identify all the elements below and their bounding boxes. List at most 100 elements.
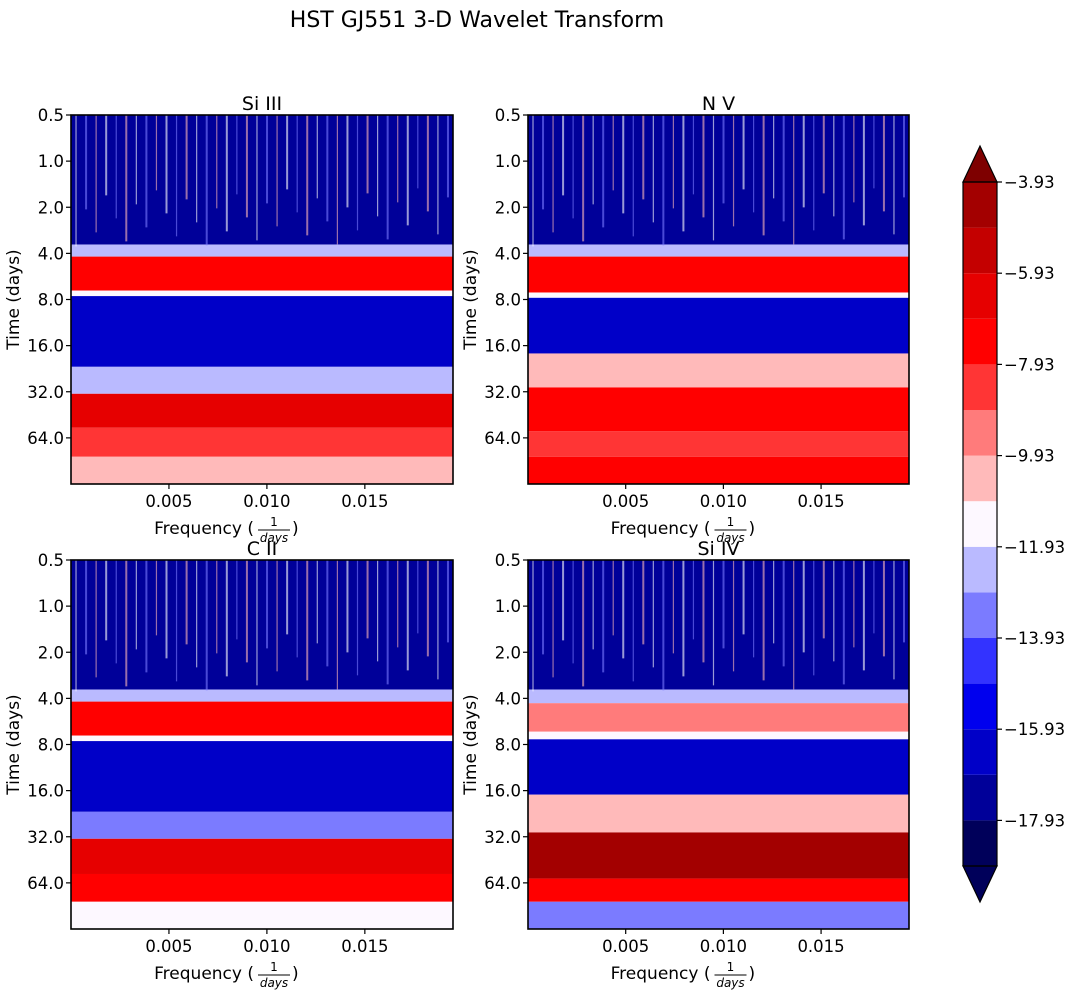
y-tick-label: 1.0 [38,152,64,171]
heatmap-band [71,256,453,291]
heatmap-band [71,560,453,690]
x-tick-label: 0.010 [700,492,747,511]
x-tick-label: 0.005 [145,492,192,511]
y-tick-label: 32.0 [484,383,521,402]
y-tick-label: 2.0 [495,643,521,662]
y-tick-label: 1.0 [495,152,521,171]
heatmap-band [71,901,453,929]
x-axis-label-denominator: days [716,976,744,990]
colorbar-tick-label: −17.93 [1004,811,1065,830]
x-axis-label-numerator: 1 [727,515,735,529]
x-axis-label-denominator: days [260,976,288,990]
heatmap-field [71,560,453,929]
colorbar-segment [963,273,997,319]
x-tick-label: 0.015 [341,492,388,511]
heatmap-band [528,878,909,902]
y-tick-label: 0.5 [38,551,64,570]
heatmap-band [528,456,909,484]
heatmap-band [528,353,909,388]
y-tick-label: 64.0 [484,874,521,893]
heatmap-band [528,256,909,293]
colorbar-tick-label: −7.93 [1004,355,1055,374]
x-axis-label-close: ) [292,964,299,984]
y-tick-label: 16.0 [484,337,521,356]
x-tick-label: 0.010 [700,937,747,956]
panel-title: Si IV [698,538,740,560]
heatmap-field [528,115,909,484]
panel-title: Si III [242,93,282,115]
x-axis-label-close: ) [292,519,299,539]
heatmap-field [71,115,453,484]
heatmap-band [528,560,909,690]
heatmap-band [528,832,909,879]
x-tick-label: 0.015 [797,937,844,956]
colorbar-segment [963,546,997,593]
x-axis-label-close: ) [749,519,756,539]
y-tick-label: 8.0 [495,291,521,310]
colorbar-segment [963,683,997,730]
colorbar-tick-label: −5.93 [1004,264,1055,283]
colorbar-segment [963,182,997,228]
x-tick-label: 0.005 [145,937,192,956]
y-axis-label: Time (days) [4,694,24,795]
x-tick-label: 0.005 [602,492,649,511]
figure-title: HST GJ551 3-D Wavelet Transform [290,8,664,33]
heatmap-band [528,689,909,704]
x-tick-label: 0.010 [243,492,290,511]
panel-title: N V [702,93,735,115]
heatmap-band [71,811,453,839]
colorbar-tick-label: −9.93 [1004,447,1055,466]
colorbar: −17.93 −15.93 −13.93 −11.93 −9.93 −7.93 −5.93 −… [962,144,1065,904]
colorbar-segment [963,638,997,684]
y-axis-label: Time (days) [4,249,24,350]
colorbar-segment [963,227,997,274]
y-tick-label: 8.0 [38,736,64,755]
x-axis-label: Frequency ( [611,519,711,539]
y-tick-label: 64.0 [484,429,521,448]
colorbar-extend-min [962,865,998,904]
heatmap-band [528,115,909,245]
heatmap-band [528,901,909,929]
heatmap-band [71,456,453,484]
heatmap-band [71,838,453,874]
heatmap-band [528,794,909,833]
y-tick-label: 2.0 [38,643,64,662]
heatmap-band [71,735,453,742]
heatmap-band [71,701,453,736]
colorbar-segment [963,774,997,821]
y-tick-label: 16.0 [27,337,64,356]
y-tick-label: 4.0 [38,689,64,708]
panel-n-v: N V 0.5 1.0 2.0 4.0 8.0 16.0 32.0 64.0 0.005 0.010… [461,93,910,545]
y-tick-label: 32.0 [484,828,521,847]
y-tick-label: 32.0 [27,383,64,402]
heatmap-band [528,703,909,732]
y-tick-label: 16.0 [484,782,521,801]
x-tick-label: 0.015 [797,492,844,511]
heatmap-band [71,689,453,702]
y-tick-label: 64.0 [27,874,64,893]
y-tick-label: 4.0 [495,689,521,708]
x-axis-label: Frequency ( [611,964,711,984]
heatmap-band [71,393,453,428]
y-tick-label: 1.0 [495,597,521,616]
colorbar-tick-label: −15.93 [1004,720,1065,739]
heatmap-band [528,731,909,740]
y-tick-label: 32.0 [27,828,64,847]
colorbar-segment [963,729,997,775]
heatmap-band [71,741,453,812]
heatmap-band [528,739,909,795]
x-axis-label-denominator: days [260,531,288,545]
x-axis-label-numerator: 1 [270,960,278,974]
x-axis-label: Frequency ( [154,519,254,539]
heatmap-band [528,297,909,354]
heatmap-band [71,296,453,367]
panel-si-iii: Si III 0.5 1.0 2.0 4.0 8.0 16.0 32.0 64.0 0.005 0.… [4,93,454,545]
heatmap-band [71,366,453,394]
colorbar-segment [963,820,997,866]
y-axis-label: Time (days) [461,249,481,350]
x-tick-label: 0.010 [243,937,290,956]
y-tick-label: 2.0 [38,198,64,217]
x-tick-label: 0.005 [602,937,649,956]
x-axis-label-denominator: days [716,531,744,545]
y-axis-label: Time (days) [461,694,481,795]
